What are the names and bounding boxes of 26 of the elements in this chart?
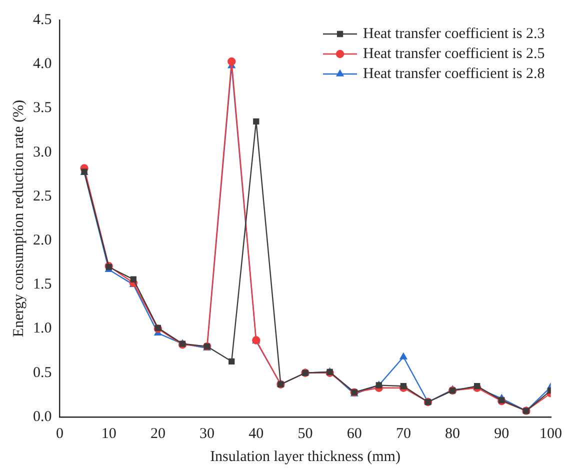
x-tick-label: 100 bbox=[540, 426, 562, 442]
x-tick-label: 50 bbox=[298, 426, 313, 442]
y-tick-label: 2.0 bbox=[33, 232, 52, 248]
legend-label: Heat transfer coefficient is 2.5 bbox=[363, 46, 545, 62]
y-tick-label: 3.0 bbox=[33, 144, 52, 160]
x-tick-label: 30 bbox=[200, 426, 215, 442]
y-tick-label: 2.5 bbox=[33, 188, 52, 204]
x-tick-label: 10 bbox=[101, 426, 116, 442]
x-tick-label: 0 bbox=[56, 426, 64, 442]
x-tick-label: 80 bbox=[445, 426, 460, 442]
x-tick-label: 20 bbox=[150, 426, 166, 442]
y-tick-label: 1.0 bbox=[33, 320, 52, 337]
x-axis-title: Insulation layer thickness (mm) bbox=[210, 448, 400, 465]
legend-label: Heat transfer coefficient is 2.3 bbox=[363, 26, 545, 42]
x-tick-label: 70 bbox=[396, 426, 411, 442]
y-tick-label: 0.5 bbox=[33, 364, 52, 381]
y-tick-label: 1.5 bbox=[33, 276, 52, 293]
y-tick-label: 0.0 bbox=[33, 408, 52, 425]
y-axis-title: Energy consumption reduction rate (%) bbox=[10, 100, 27, 338]
y-tick-label: 4.0 bbox=[33, 56, 52, 72]
x-tick-label: 90 bbox=[494, 426, 510, 442]
y-tick-label: 4.5 bbox=[33, 12, 52, 28]
x-tick-label: 40 bbox=[248, 426, 264, 442]
y-tick-label: 3.5 bbox=[33, 100, 52, 116]
x-tick-label: 60 bbox=[346, 426, 362, 442]
legend-label: Heat transfer coefficient is 2.8 bbox=[363, 66, 545, 82]
